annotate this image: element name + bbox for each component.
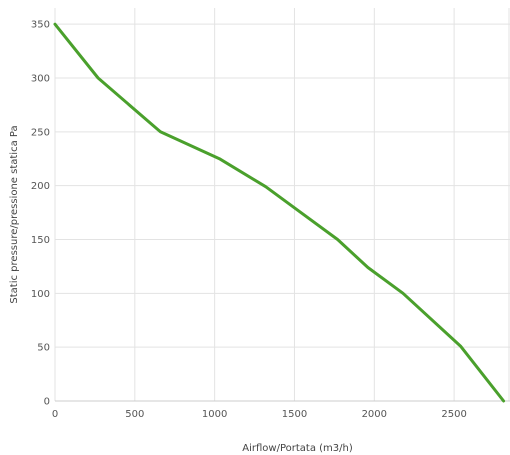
y-tick-label: 300 (31, 73, 50, 84)
series-group (53, 22, 506, 403)
x-tick-label: 2500 (441, 409, 466, 420)
y-tick-label: 50 (37, 343, 50, 354)
y-axis-title: Static pressure/pressione statica Pa (9, 125, 20, 303)
x-tick-label: 1500 (282, 409, 307, 420)
x-tick-label: 0 (52, 409, 58, 420)
series-line (53, 22, 506, 403)
x-tick-label: 2000 (362, 409, 387, 420)
y-tick-labels: 0 50 100 150 200 250 300 350 (31, 20, 50, 408)
y-tick-label: 150 (31, 235, 50, 246)
x-tick-label: 1000 (202, 409, 227, 420)
x-tick-label: 500 (125, 409, 144, 420)
x-gridlines (54, 8, 510, 401)
y-tick-label: 350 (31, 20, 50, 31)
y-gridlines (55, 23, 510, 348)
y-tick-label: 250 (31, 127, 50, 138)
x-tick-labels: 0 500 1000 1500 2000 2500 (52, 409, 467, 420)
x-axis-title: Airflow/Portata (m3/h) (242, 443, 353, 454)
y-tick-label: 100 (31, 289, 50, 300)
y-tick-label: 0 (44, 397, 50, 408)
y-tick-label: 200 (31, 181, 50, 192)
